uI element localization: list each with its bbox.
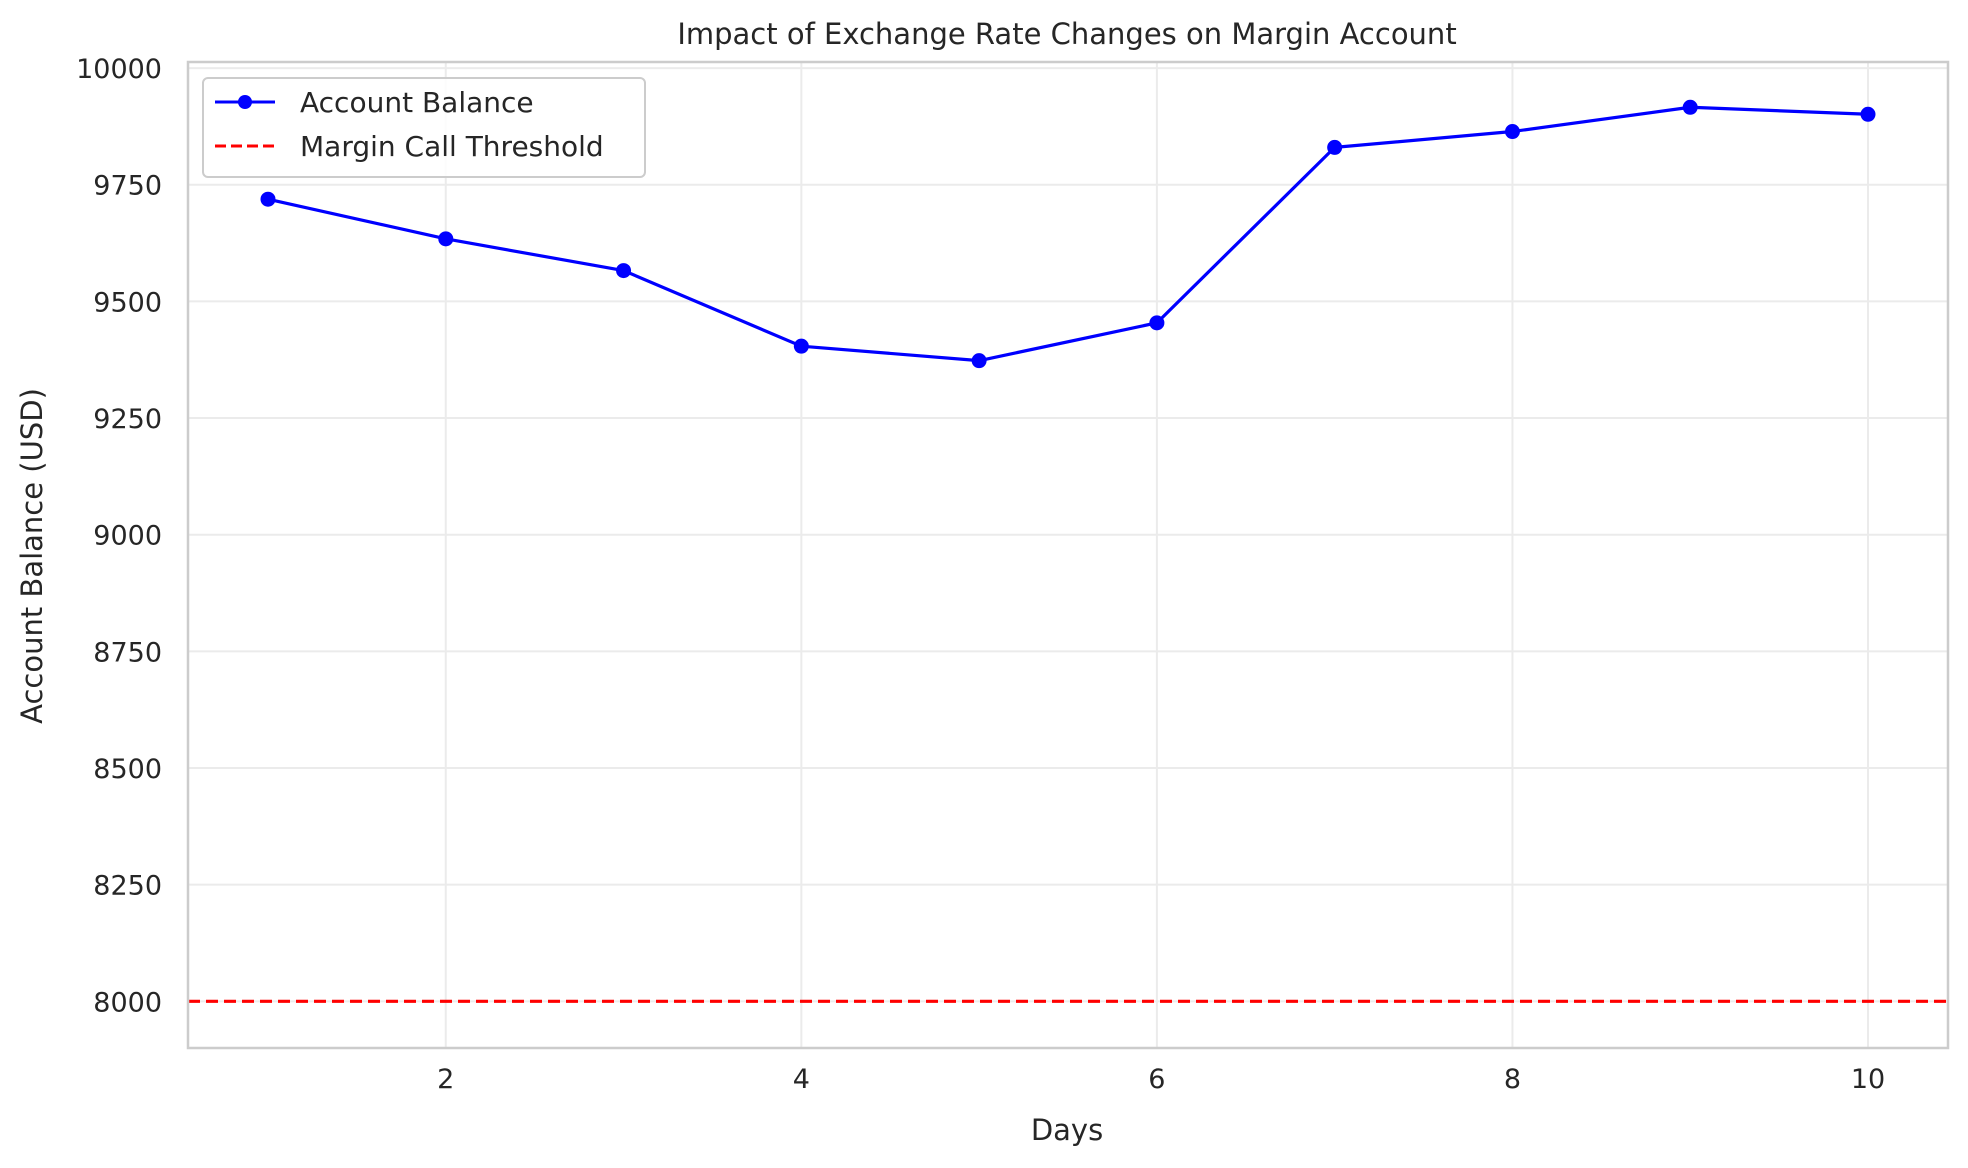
account-balance-point bbox=[1327, 139, 1343, 155]
y-tick-label: 9000 bbox=[93, 521, 162, 552]
y-tick-label: 9750 bbox=[93, 171, 162, 202]
legend-box bbox=[202, 77, 646, 178]
account-balance-point bbox=[1504, 124, 1520, 140]
x-tick-label: 6 bbox=[1148, 1064, 1165, 1095]
x-tick-label: 8 bbox=[1504, 1064, 1521, 1095]
legend-label-account-balance: Account Balance bbox=[300, 86, 534, 119]
y-tick-label: 9250 bbox=[93, 404, 162, 435]
x-tick-label: 2 bbox=[437, 1064, 454, 1095]
y-tick-label: 8500 bbox=[93, 754, 162, 785]
y-tick-label: 8250 bbox=[93, 871, 162, 902]
x-tick-label: 4 bbox=[793, 1064, 810, 1095]
y-tick-labels: 8000 8250 8500 8750 9000 9250 9500 9750 10000 bbox=[76, 54, 162, 1018]
account-balance-point bbox=[1860, 106, 1876, 122]
y-axis-label: Account Balance (USD) bbox=[15, 388, 49, 724]
y-tick-label: 8750 bbox=[93, 637, 162, 668]
legend: Account Balance Margin Call Threshold bbox=[202, 77, 646, 178]
chart-title: Impact of Exchange Rate Changes on Margi… bbox=[677, 17, 1456, 51]
series-layer bbox=[260, 99, 1876, 369]
y-tick-label: 9500 bbox=[93, 287, 162, 318]
x-tick-label: 10 bbox=[1851, 1064, 1885, 1095]
plot-frame bbox=[186, 60, 1950, 1050]
account-balance-point bbox=[438, 231, 454, 247]
y-tick-label: 8000 bbox=[93, 987, 162, 1018]
x-axis-label: Days bbox=[1031, 1113, 1103, 1147]
legend-label-margin-call-threshold: Margin Call Threshold bbox=[300, 130, 604, 163]
account-balance-point bbox=[1149, 315, 1165, 331]
y-tick-label: 10000 bbox=[76, 54, 162, 85]
account-balance-line bbox=[267, 105, 1869, 363]
account-balance-point bbox=[260, 191, 276, 207]
x-tick-labels: 2 4 6 8 10 bbox=[437, 1064, 1885, 1095]
grid bbox=[188, 62, 1948, 1048]
account-balance-point bbox=[1682, 99, 1698, 115]
account-balance-point bbox=[793, 338, 809, 354]
legend-marker-account-balance bbox=[238, 95, 252, 109]
account-balance-point bbox=[971, 353, 987, 369]
account-balance-point bbox=[616, 263, 632, 279]
